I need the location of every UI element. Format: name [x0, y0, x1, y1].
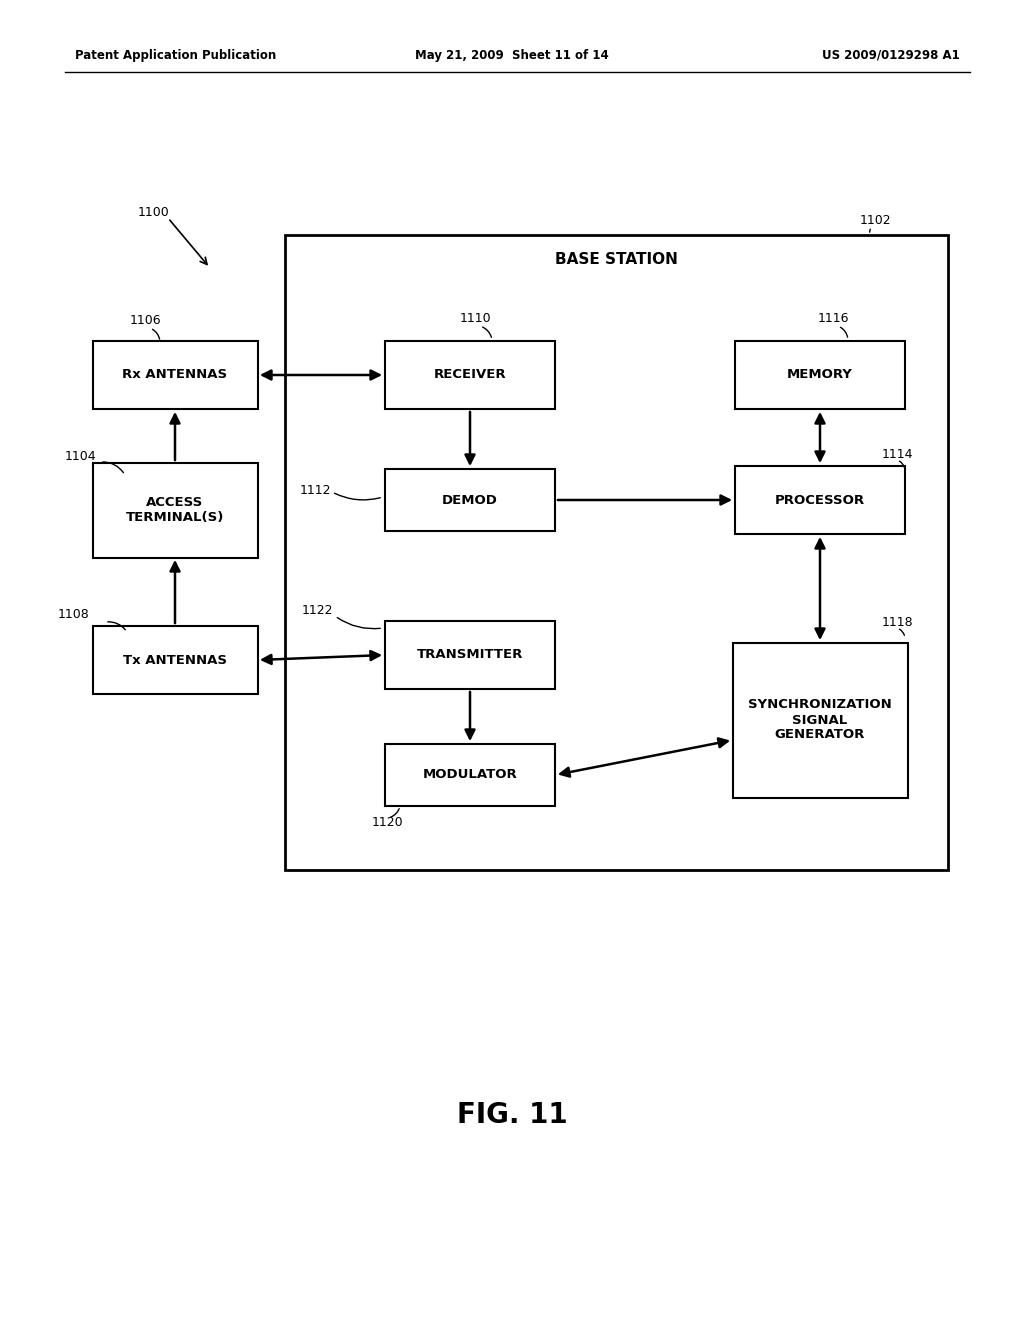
Bar — [92, 462, 257, 557]
Text: BASE STATION: BASE STATION — [555, 252, 678, 268]
Text: 1106: 1106 — [130, 314, 162, 326]
Text: US 2009/0129298 A1: US 2009/0129298 A1 — [822, 49, 961, 62]
Bar — [735, 341, 905, 409]
Text: 1112: 1112 — [300, 483, 332, 496]
Bar — [385, 469, 555, 531]
Text: Rx ANTENNAS: Rx ANTENNAS — [123, 368, 227, 381]
Text: 1120: 1120 — [372, 816, 403, 829]
Bar — [385, 620, 555, 689]
Text: 1104: 1104 — [65, 450, 96, 463]
Text: FIG. 11: FIG. 11 — [457, 1101, 567, 1129]
Text: 1102: 1102 — [860, 214, 892, 227]
Bar — [732, 643, 907, 797]
Text: RECEIVER: RECEIVER — [434, 368, 506, 381]
Text: DEMOD: DEMOD — [442, 494, 498, 507]
Text: Tx ANTENNAS: Tx ANTENNAS — [123, 653, 227, 667]
Bar — [285, 235, 948, 870]
Text: MEMORY: MEMORY — [787, 368, 853, 381]
Text: Patent Application Publication: Patent Application Publication — [75, 49, 276, 62]
Text: 1122: 1122 — [302, 603, 334, 616]
Bar — [92, 626, 257, 694]
Text: ACCESS
TERMINAL(S): ACCESS TERMINAL(S) — [126, 496, 224, 524]
Text: 1108: 1108 — [58, 609, 90, 622]
Text: SYNCHRONIZATION
SIGNAL
GENERATOR: SYNCHRONIZATION SIGNAL GENERATOR — [749, 698, 892, 742]
Bar — [385, 744, 555, 807]
Text: 1114: 1114 — [882, 449, 913, 462]
Text: PROCESSOR: PROCESSOR — [775, 494, 865, 507]
Text: 1100: 1100 — [138, 206, 170, 219]
Bar — [735, 466, 905, 535]
Text: May 21, 2009  Sheet 11 of 14: May 21, 2009 Sheet 11 of 14 — [415, 49, 609, 62]
Text: 1110: 1110 — [460, 312, 492, 325]
Text: 1116: 1116 — [818, 312, 850, 325]
Text: TRANSMITTER: TRANSMITTER — [417, 648, 523, 661]
Text: 1118: 1118 — [882, 615, 913, 628]
Bar — [92, 341, 257, 409]
Text: MODULATOR: MODULATOR — [423, 768, 517, 781]
Bar — [385, 341, 555, 409]
